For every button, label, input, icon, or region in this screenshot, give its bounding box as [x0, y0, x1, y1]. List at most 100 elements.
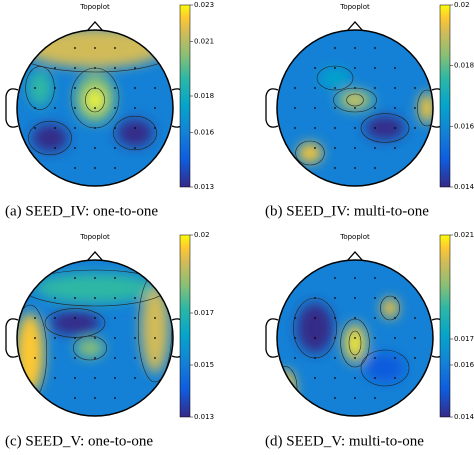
electrode [114, 377, 116, 379]
head [16, 259, 174, 417]
electrode [414, 127, 416, 129]
head [276, 259, 434, 417]
electrode [74, 277, 76, 279]
heat-blob [28, 70, 52, 106]
nose [86, 21, 104, 32]
electrode [34, 337, 36, 339]
panel: Topoplot 0.014 0.016 0.017 0.021 (d) SEED_V: … [265, 231, 474, 449]
electrode [314, 87, 316, 89]
electrode [154, 337, 156, 339]
electrode [54, 377, 56, 379]
electrode [74, 67, 76, 69]
electrode [74, 47, 76, 49]
electrode [354, 317, 356, 319]
electrode [114, 47, 116, 49]
electrode [374, 317, 376, 319]
electrode [134, 107, 136, 109]
electrode [54, 297, 56, 299]
electrode [34, 87, 36, 89]
electrode [374, 107, 376, 109]
electrode [314, 317, 316, 319]
colorbar-tick-label: 0.015 [194, 361, 214, 369]
electrode [314, 147, 316, 149]
electrode [414, 107, 416, 109]
electrode [34, 357, 36, 359]
colorbar [179, 4, 191, 188]
electrode [374, 47, 376, 49]
contour [380, 295, 400, 321]
ear [5, 88, 19, 128]
electrode [394, 67, 396, 69]
heat-blob [365, 353, 405, 383]
electrode [334, 377, 336, 379]
colorbar-tick-label: 0.023 [194, 1, 214, 9]
electrode [334, 167, 336, 169]
electrode [114, 127, 116, 129]
electrode [134, 337, 136, 339]
caption: (a) SEED_IV: one-to-one [5, 203, 158, 219]
colorbar-tick-label: 0.02 [454, 1, 470, 9]
contour [348, 330, 362, 356]
electrode [74, 147, 76, 149]
electrode [334, 277, 336, 279]
head [16, 29, 174, 187]
contour [340, 318, 370, 368]
heat [17, 260, 173, 416]
electrode [54, 337, 56, 339]
electrode [114, 337, 116, 339]
electrode [374, 337, 376, 339]
electrode [334, 87, 336, 89]
electrode [94, 277, 96, 279]
electrode [114, 317, 116, 319]
plot-title: Topoplot [339, 3, 370, 11]
electrode [74, 167, 76, 169]
electrode [114, 357, 116, 359]
electrode [114, 277, 116, 279]
colorbar-tick-label: 0.016 [454, 122, 474, 130]
electrode [134, 67, 136, 69]
electrode [374, 67, 376, 69]
contour [28, 120, 72, 156]
electrode [94, 47, 96, 49]
electrode [74, 297, 76, 299]
electrode [374, 87, 376, 89]
electrode [314, 127, 316, 129]
colorbar-tick-label: 0.017 [454, 335, 474, 343]
electrode [74, 107, 76, 109]
colorbar-tick-label: 0.016 [454, 361, 474, 369]
ear [5, 318, 19, 358]
contour [113, 115, 157, 151]
electrode [394, 377, 396, 379]
electrode [74, 377, 76, 379]
electrode [394, 147, 396, 149]
electrode [34, 107, 36, 109]
heat [277, 30, 433, 186]
electrode [94, 107, 96, 109]
contour [360, 349, 410, 387]
heat-blob [87, 90, 103, 110]
electrode [54, 147, 56, 149]
electrode [314, 337, 316, 339]
electrode [414, 337, 416, 339]
electrode [294, 87, 296, 89]
electrode [354, 277, 356, 279]
electrode [374, 377, 376, 379]
electrode [154, 127, 156, 129]
electrode [74, 127, 76, 129]
electrode [94, 147, 96, 149]
electrode [354, 87, 356, 89]
ear [265, 88, 279, 128]
colorbar [439, 234, 451, 418]
electrode [134, 87, 136, 89]
electrode [54, 127, 56, 129]
electrode [394, 337, 396, 339]
electrode [134, 317, 136, 319]
heat-blob [76, 338, 104, 358]
heat-blob [298, 143, 322, 163]
electrode [74, 317, 76, 319]
electrode [394, 127, 396, 129]
electrode [114, 297, 116, 299]
heat-blob [32, 124, 68, 152]
electrode [154, 107, 156, 109]
contour [72, 335, 108, 361]
